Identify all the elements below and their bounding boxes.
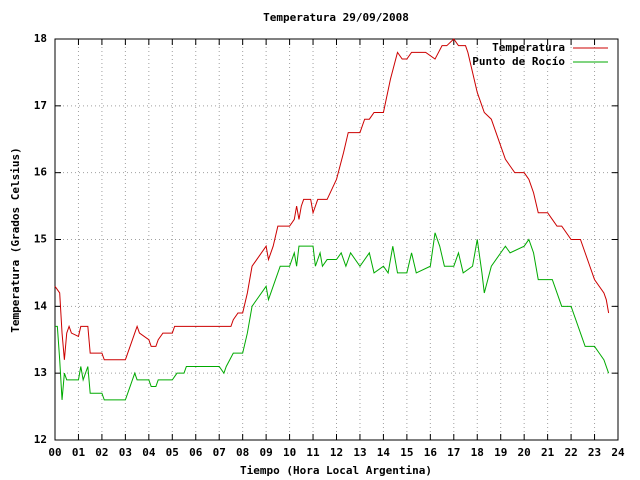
series-line	[55, 232, 610, 401]
legend-label: Temperatura	[492, 41, 565, 54]
y-axis-label: Temperatura (Grados Celsius)	[9, 147, 22, 332]
x-tick-label: 24	[611, 446, 625, 459]
x-tick-label: 07	[213, 446, 226, 459]
plot-frame	[54, 38, 619, 441]
x-tick-label: 21	[541, 446, 555, 459]
x-tick-label: 01	[72, 446, 86, 459]
x-tick-label: 08	[236, 446, 249, 459]
x-tick-label: 10	[283, 446, 296, 459]
x-tick-label: 18	[471, 446, 484, 459]
y-tick-label: 16	[34, 166, 48, 179]
x-tick-label: 19	[494, 446, 507, 459]
x-tick-label: 03	[119, 446, 132, 459]
x-axis-label: Tiempo (Hora Local Argentina)	[240, 464, 432, 477]
x-tick-label: 09	[260, 446, 273, 459]
x-tick-label: 22	[564, 446, 577, 459]
x-tick-label: 17	[447, 446, 460, 459]
y-tick-label: 12	[34, 433, 47, 446]
series-line	[54, 38, 610, 361]
y-tick-label: 17	[34, 99, 47, 112]
x-tick-label: 14	[377, 446, 391, 459]
legend-label: Punto de Rocío	[472, 55, 565, 68]
y-tick-label: 15	[34, 233, 47, 246]
x-tick-label: 15	[400, 446, 413, 459]
y-tick-label: 18	[34, 32, 47, 45]
chart-title: Temperatura 29/09/2008	[263, 11, 409, 24]
x-tick-label: 23	[588, 446, 601, 459]
x-tick-label: 02	[95, 446, 108, 459]
x-tick-label: 05	[166, 446, 179, 459]
x-tick-label: 20	[518, 446, 531, 459]
y-tick-label: 13	[34, 366, 47, 379]
x-tick-label: 16	[424, 446, 438, 459]
x-tick-label: 04	[142, 446, 156, 459]
x-tick-label: 11	[306, 446, 320, 459]
x-tick-label: 00	[48, 446, 61, 459]
x-tick-label: 06	[189, 446, 203, 459]
x-tick-label: 12	[330, 446, 343, 459]
y-tick-label: 14	[34, 299, 48, 312]
x-tick-label: 13	[353, 446, 366, 459]
